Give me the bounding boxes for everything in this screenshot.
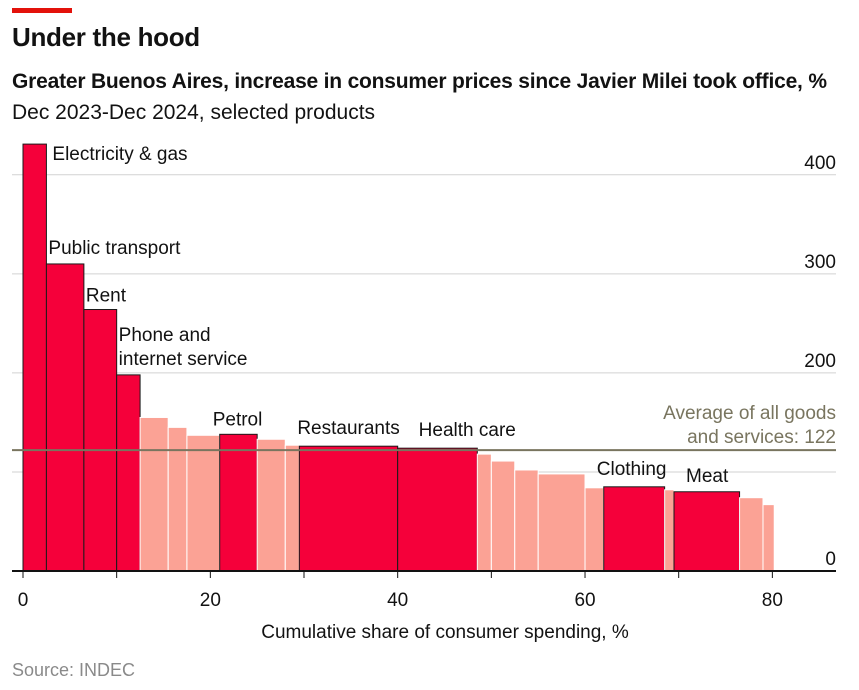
bar-highlight [83, 309, 118, 572]
bar-highlight [116, 374, 141, 572]
x-tick-label: 20 [200, 590, 221, 611]
bar-highlight [673, 491, 741, 572]
bar [490, 460, 516, 572]
x-tick-label: 80 [762, 590, 783, 611]
bar [664, 489, 675, 572]
source-note: Source: INDEC [12, 660, 136, 680]
x-axis: 0 20 40 60 80 [12, 570, 836, 611]
x-tick-label: 40 [387, 590, 408, 611]
brand-accent-bar [12, 8, 72, 13]
bar-label: Petrol [213, 409, 263, 430]
y-tick-label: 400 [804, 153, 836, 174]
average-label-line1: Average of all goods [663, 403, 836, 424]
bar [739, 497, 764, 572]
bar [186, 434, 221, 572]
bar-highlight [298, 445, 399, 572]
bar-label: Health care [419, 420, 516, 441]
x-axis-label: Cumulative share of consumer spending, % [261, 622, 629, 643]
bars [22, 143, 775, 572]
headline: Under the hood [12, 22, 200, 52]
bar-label: Meat [686, 466, 729, 487]
chart-title: Greater Buenos Aires, increase in consum… [12, 70, 827, 93]
bar-label: Rent [86, 286, 127, 307]
y-tick-label: 0 [825, 549, 836, 570]
bar [139, 416, 169, 572]
bar [584, 487, 605, 572]
bar [256, 438, 286, 572]
bar-label: Clothing [597, 459, 667, 480]
bar-labels: Electricity & gas Public transport Rent Pho… [48, 144, 729, 487]
bar-highlight [45, 263, 85, 572]
x-tick-label: 60 [574, 590, 595, 611]
y-tick-labels: 400 300 200 0 [804, 153, 836, 570]
chart-subtitle: Dec 2023-Dec 2024, selected products [12, 101, 376, 124]
bar [762, 504, 775, 572]
bar [167, 426, 188, 572]
bar-highlight [397, 447, 478, 572]
bar [537, 473, 586, 572]
average-label-line2: and services: 122 [687, 427, 836, 448]
bar-highlight [219, 433, 258, 572]
bar [476, 453, 492, 572]
bar-highlight [22, 143, 47, 572]
bar [514, 469, 539, 572]
bar-label: Phone and internet service [119, 325, 248, 370]
bar-label: Restaurants [297, 418, 399, 439]
x-tick-label: 0 [18, 590, 29, 611]
y-tick-label: 200 [804, 351, 836, 372]
bar-label: Public transport [48, 238, 181, 259]
chart: Average of all goods and services: 122 4… [12, 143, 836, 643]
bar-highlight [603, 486, 666, 572]
bar-label: Electricity & gas [52, 144, 187, 165]
average-line-group: Average of all goods and services: 122 [12, 403, 836, 452]
bar [284, 444, 300, 572]
y-tick-label: 300 [804, 252, 836, 273]
